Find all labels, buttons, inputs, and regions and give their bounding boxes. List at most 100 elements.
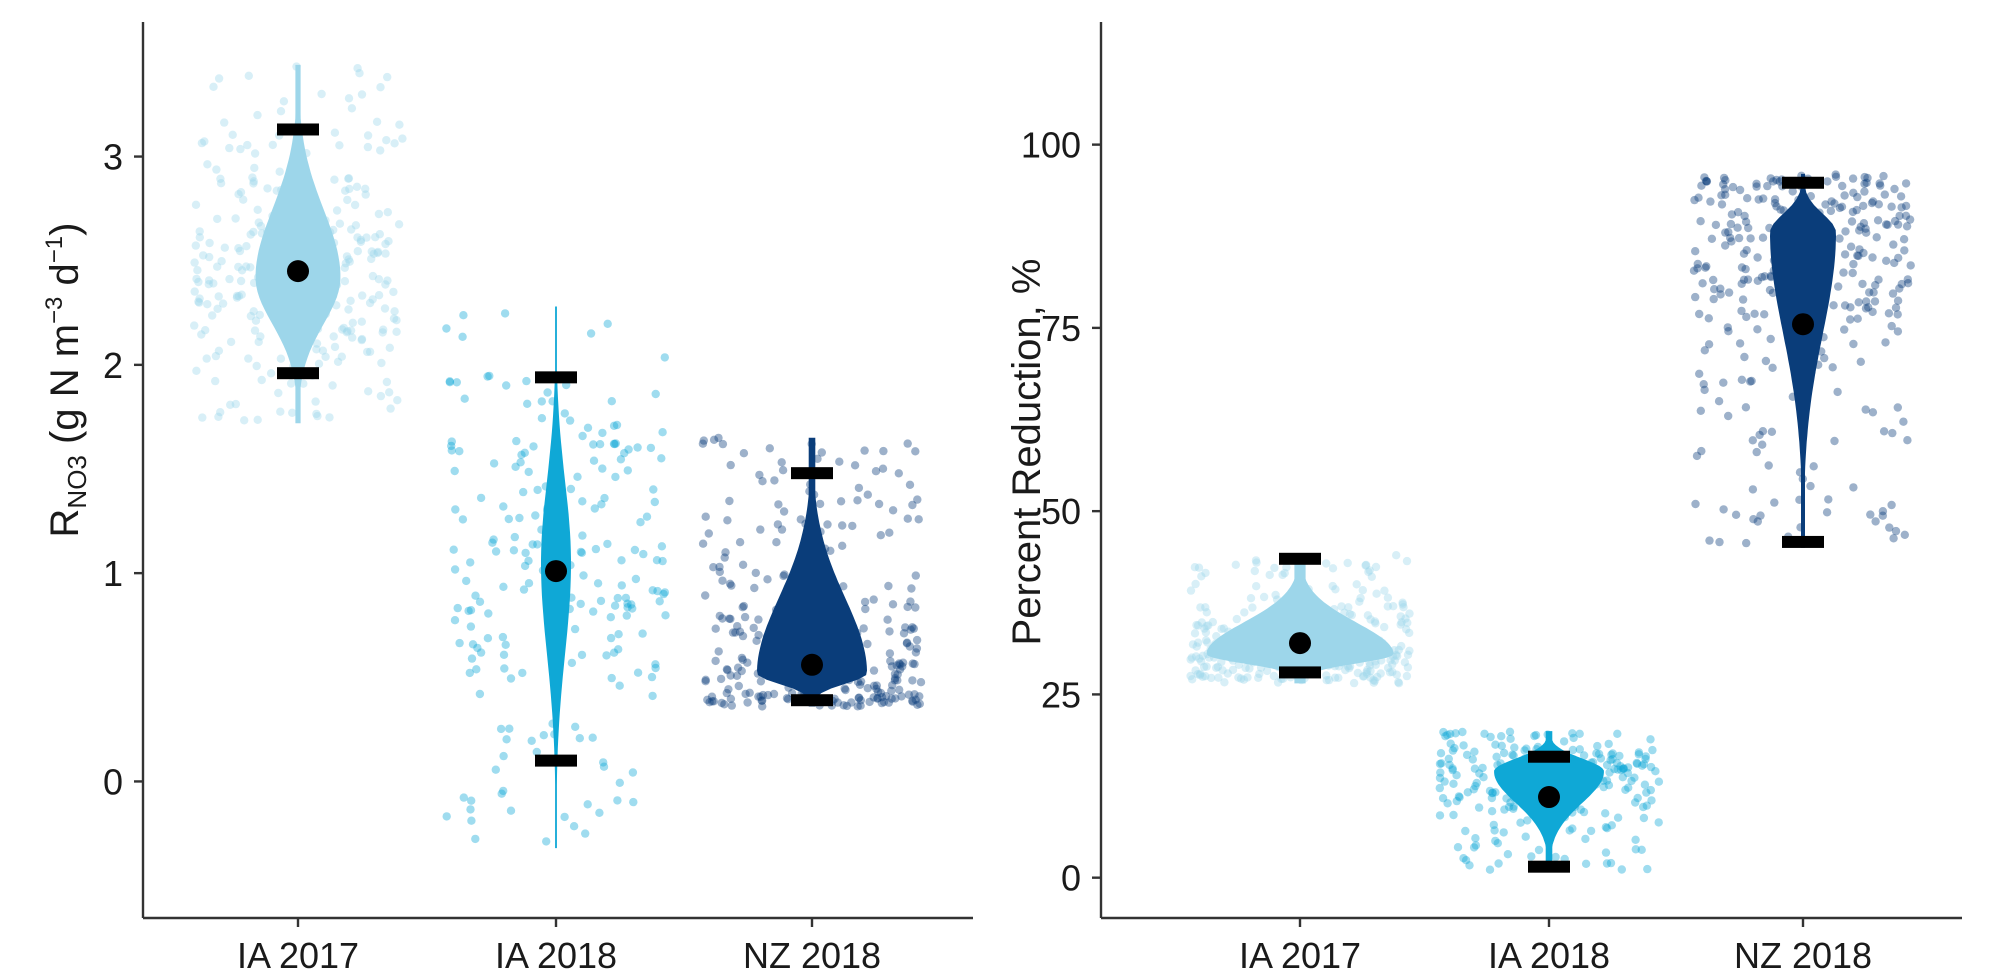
y-tick-label: 100: [1021, 125, 1081, 166]
data-point: [1764, 461, 1773, 470]
data-point: [464, 606, 473, 616]
data-point: [335, 141, 344, 150]
data-point: [1394, 645, 1404, 655]
data-point: [912, 644, 922, 653]
data-point: [1631, 845, 1641, 854]
data-point: [739, 449, 749, 458]
data-point: [1724, 327, 1733, 336]
data-point: [1727, 210, 1737, 219]
data-point: [1248, 603, 1257, 612]
data-point: [622, 611, 631, 620]
data-point: [876, 531, 885, 540]
data-point: [1868, 197, 1878, 206]
data-point: [871, 467, 881, 476]
data-point: [1369, 676, 1378, 685]
data-point: [1840, 301, 1850, 310]
data-point: [1396, 612, 1405, 621]
data-point: [1497, 741, 1507, 750]
data-point: [1714, 397, 1724, 406]
data-point: [854, 483, 864, 493]
data-point: [393, 396, 402, 405]
data-point: [341, 186, 350, 195]
data-point: [908, 696, 917, 705]
data-point: [1207, 673, 1216, 683]
data-point: [752, 636, 761, 645]
data-point: [367, 247, 376, 256]
data-point: [214, 74, 224, 83]
data-point: [235, 246, 245, 256]
data-point: [897, 692, 906, 701]
data-point: [197, 330, 206, 339]
data-point: [611, 439, 620, 448]
x-tick-label: NZ 2018: [743, 935, 881, 976]
data-point: [853, 702, 862, 711]
data-point: [203, 160, 212, 169]
data-point: [911, 695, 920, 704]
data-point: [1747, 376, 1756, 386]
data-point: [1278, 570, 1287, 580]
data-point: [1488, 788, 1497, 798]
data-point: [722, 665, 732, 674]
data-point: [363, 131, 373, 140]
data-point: [1740, 211, 1749, 221]
data-point: [1701, 263, 1710, 272]
left-y-axis-title-units: (g N m: [43, 324, 87, 455]
data-point: [1639, 802, 1648, 812]
data-point: [253, 205, 262, 214]
data-point: [709, 563, 718, 572]
data-point: [253, 110, 262, 120]
data-point: [904, 690, 914, 699]
data-point: [714, 433, 723, 443]
data-point: [754, 615, 763, 624]
data-point: [887, 694, 896, 703]
data-point: [496, 724, 506, 734]
data-point: [1362, 669, 1372, 678]
data-point: [1187, 653, 1197, 662]
data-point: [826, 546, 835, 555]
data-point: [1839, 268, 1848, 277]
data-point: [1197, 657, 1206, 666]
data-point: [1191, 666, 1200, 675]
data-point: [735, 538, 745, 547]
data-point: [738, 560, 748, 569]
data-point: [500, 664, 509, 673]
data-point: [895, 659, 904, 668]
data-point: [499, 786, 508, 796]
data-point: [371, 233, 380, 242]
data-point: [910, 659, 919, 669]
data-point: [1568, 745, 1578, 755]
data-point: [231, 214, 240, 223]
data-point: [1503, 850, 1513, 859]
data-point: [1509, 802, 1518, 811]
data-point: [1453, 843, 1463, 852]
data-point: [621, 593, 631, 603]
data-point: [815, 499, 825, 509]
data-point: [249, 177, 258, 186]
data-point: [451, 505, 460, 514]
data-point: [211, 376, 220, 386]
data-point: [718, 576, 727, 585]
data-point: [234, 262, 243, 272]
data-point: [356, 235, 366, 245]
data-point: [512, 436, 521, 446]
data-point: [1436, 749, 1446, 758]
data-point: [330, 342, 340, 352]
data-point: [329, 332, 338, 341]
data-point: [214, 346, 224, 355]
data-point: [1873, 216, 1883, 225]
data-point: [1854, 251, 1863, 261]
data-point: [615, 778, 624, 787]
data-point: [1855, 226, 1864, 235]
data-point: [817, 448, 826, 457]
data-point: [1485, 786, 1495, 796]
data-point: [1592, 749, 1601, 758]
data-point: [475, 689, 485, 699]
data-point: [220, 118, 229, 127]
data-point: [1454, 792, 1464, 801]
data-point: [276, 407, 285, 416]
data-point: [1489, 820, 1499, 830]
data-point: [343, 327, 352, 336]
data-point: [1893, 296, 1903, 305]
data-point: [485, 371, 494, 381]
data-point: [231, 399, 240, 409]
